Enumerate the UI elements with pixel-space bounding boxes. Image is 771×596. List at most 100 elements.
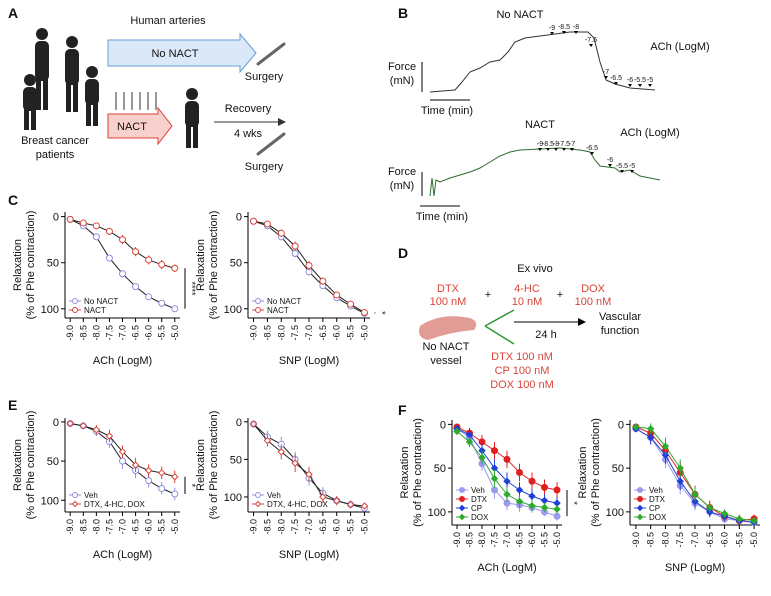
data-point — [706, 503, 714, 512]
data-point — [250, 217, 258, 225]
dose-arrow — [589, 44, 593, 47]
drug: CP 100 nM — [495, 365, 550, 377]
data-point — [528, 502, 536, 510]
data-point — [277, 448, 285, 456]
x-tick-label: -9.0 — [249, 325, 259, 341]
x-tick-label: -5.5 — [734, 532, 744, 548]
data-point — [661, 442, 670, 450]
trace-title: No NACT — [496, 9, 543, 21]
dose-arrow — [608, 164, 612, 167]
legend-label: DTX, 4-HC, DOX — [84, 500, 146, 509]
data-point — [515, 497, 524, 506]
data-point — [119, 457, 126, 465]
data-point — [144, 466, 153, 475]
dose-arrow — [620, 170, 624, 173]
data-point — [735, 515, 744, 523]
x-tick-label: -7.0 — [502, 532, 512, 548]
dose-arrow — [574, 31, 578, 34]
label: Force — [388, 61, 416, 73]
data-point — [118, 447, 127, 456]
x-tick-label: -8.5 — [646, 532, 656, 548]
x-tick-label: -5.0 — [170, 325, 180, 341]
legend-label: DTX — [649, 495, 666, 504]
y-axis-label: (% of Phe contraction) — [25, 211, 37, 320]
data-point — [119, 270, 126, 278]
y-axis-label: (% of Phe contraction) — [25, 411, 37, 520]
drug: 4-HC — [514, 283, 540, 295]
y-tick-label: 50 — [47, 456, 59, 468]
data-point — [145, 256, 153, 264]
legend-marker — [459, 487, 465, 493]
legend-label: Veh — [84, 491, 98, 500]
x-tick-label: -6.5 — [515, 532, 525, 548]
data-point — [319, 493, 327, 501]
dose-arrow — [590, 152, 594, 155]
x-tick-label: -6.0 — [144, 519, 154, 535]
data-point — [92, 222, 100, 230]
data-point — [528, 477, 536, 485]
panel-letter: A — [8, 5, 18, 21]
data-point — [553, 505, 561, 513]
data-point — [291, 459, 299, 467]
x-tick-label: -7.0 — [690, 532, 700, 548]
dose-arrow — [554, 148, 558, 151]
data-point — [516, 469, 523, 476]
data-point — [291, 242, 299, 250]
x-tick-label: -8.5 — [262, 519, 272, 535]
y-tick-label: 100 — [41, 304, 59, 316]
data-point — [553, 512, 561, 520]
data-point — [105, 227, 113, 235]
data-point — [263, 436, 272, 445]
panel-d: Ex vivo DTX 100 nM + 4-HC 10 nM + DOX 10… — [419, 263, 641, 391]
legend-marker — [255, 298, 261, 304]
legend-marker — [636, 513, 644, 521]
x-tick-label: -8.5 — [78, 325, 88, 341]
dose-arrow — [550, 32, 554, 35]
y-axis-label: Relaxation — [12, 439, 24, 491]
x-tick-label: -5.0 — [170, 519, 180, 535]
x-tick-label: -5.0 — [359, 325, 369, 341]
x-tick-label: -7.0 — [304, 519, 314, 535]
x-tick-label: -8.0 — [91, 325, 101, 341]
x-tick-label: -6.5 — [318, 519, 328, 535]
dose-arrow — [538, 148, 542, 151]
drug: DTX — [437, 283, 460, 295]
x-tick-label: -7.5 — [290, 325, 300, 341]
x-tick-label: -5.0 — [749, 532, 759, 548]
data-point — [171, 473, 179, 481]
y-tick-label: 0 — [440, 419, 446, 431]
label: Force — [388, 166, 416, 178]
y-tick-label: 100 — [428, 507, 446, 519]
legend-label: Veh — [471, 486, 485, 495]
drug-dose: 10 nM — [512, 296, 543, 308]
x-tick-label: -6.5 — [131, 325, 141, 341]
data-point — [515, 486, 524, 494]
patients-icon — [23, 28, 99, 130]
x-tick-label: -8.5 — [465, 532, 475, 548]
y-tick-label: 50 — [230, 258, 242, 270]
dose-label: -5.5 — [616, 163, 628, 170]
significance-label: * — [569, 501, 579, 505]
x-tick-label: -8.0 — [91, 519, 101, 535]
vessel-icon — [419, 316, 477, 340]
data-point — [346, 500, 355, 509]
data-point — [503, 455, 511, 463]
legend-marker — [458, 513, 466, 521]
x-tick-label: -7.0 — [304, 325, 314, 341]
dose-arrow — [604, 76, 608, 79]
drug: DOX 100 nM — [490, 379, 554, 391]
panel-letter: D — [398, 245, 408, 261]
legend-marker — [72, 492, 78, 498]
data-point — [158, 485, 166, 492]
drug-dose: 100 nM — [430, 296, 467, 308]
label: Recovery — [225, 103, 272, 115]
legend-label: CP — [471, 504, 482, 513]
arrowhead — [578, 318, 586, 326]
data-point — [305, 470, 313, 479]
data-point — [691, 490, 699, 499]
data-point — [66, 419, 74, 428]
dose-arrow — [614, 82, 618, 85]
